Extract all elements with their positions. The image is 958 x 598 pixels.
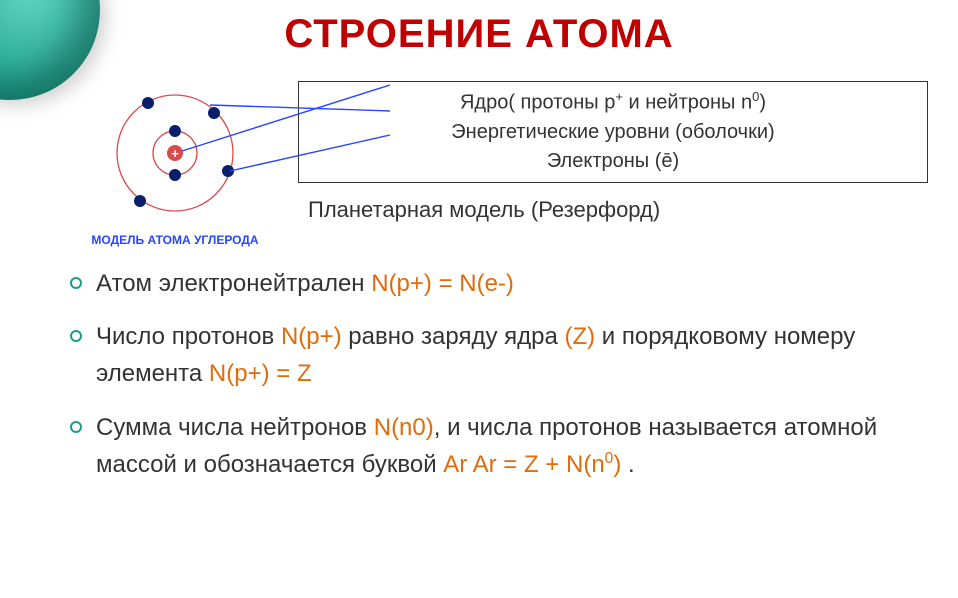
bullet-text: Атом электронейтрален: [96, 270, 371, 297]
bullet-highlight: N(n0): [374, 414, 434, 441]
page-title: СТРОЕНИЕ АТОМА: [0, 0, 958, 57]
bullet-item: Сумма числа нейтронов N(n0), и числа про…: [70, 409, 928, 483]
bullet-marker-icon: [70, 277, 82, 289]
bullet-marker-icon: [70, 421, 82, 433]
bullet-highlight: N(p+): [281, 323, 342, 350]
bullet-text: Число протонов: [96, 323, 281, 350]
electron-icon: [134, 195, 146, 207]
bullet-item: Число протонов N(p+) равно заряду ядра (…: [70, 318, 928, 392]
svg-text:+: +: [171, 146, 179, 161]
electron-icon: [169, 125, 181, 137]
electron-icon: [208, 107, 220, 119]
atom-diagram: +: [70, 73, 410, 233]
atom-caption: МОДЕЛЬ АТОМА УГЛЕРОДА: [70, 233, 280, 247]
bullet-highlight: Ar: [443, 451, 467, 478]
bullet-text: равно заряду ядра: [342, 323, 565, 350]
bullet-item: Атом электронейтрален N(p+) = N(e-): [70, 265, 928, 302]
bullet-highlight: N(p+) = N(e-): [371, 270, 514, 297]
bullet-text: .: [621, 451, 634, 478]
bullet-highlight: (Z): [564, 323, 595, 350]
top-section: + МОДЕЛЬ АТОМА УГЛЕРОДА Ядро( протоны p+…: [70, 73, 928, 247]
bullet-marker-icon: [70, 330, 82, 342]
electron-icon: [169, 169, 181, 181]
atom-model-block: + МОДЕЛЬ АТОМА УГЛЕРОДА: [70, 73, 280, 247]
bullet-list: Атом электронейтрален N(p+) = N(e-) Числ…: [70, 265, 928, 483]
bullet-highlight: N(p+) = Z: [209, 360, 312, 387]
bullet-highlight: Ar = Z + N(n0): [473, 451, 622, 478]
electron-icon: [142, 97, 154, 109]
bullet-text: Сумма числа нейтронов: [96, 414, 374, 441]
